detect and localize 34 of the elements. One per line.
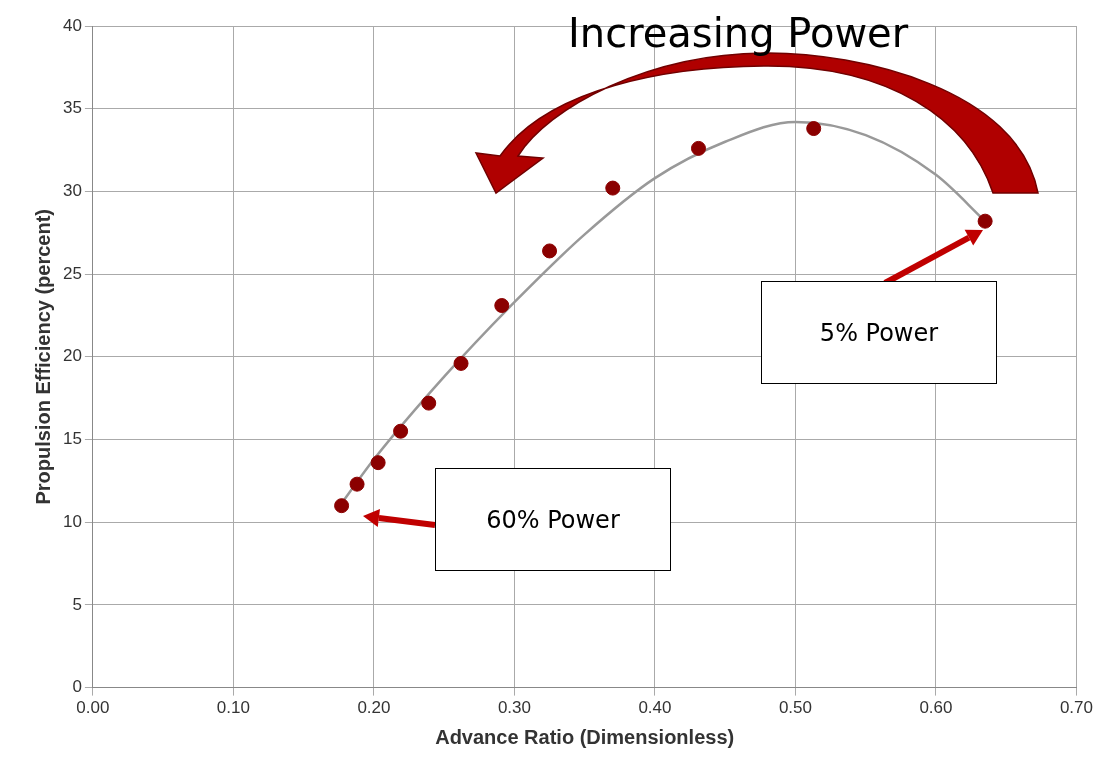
x-tick-label: 0.00 <box>76 698 110 718</box>
y-tick-label: 30 <box>62 181 82 201</box>
x-tick-label: 0.20 <box>357 698 391 718</box>
annotation: 60% Power <box>486 505 620 534</box>
point <box>421 395 437 411</box>
point <box>605 180 621 196</box>
x-tick-label: 0.10 <box>216 698 250 718</box>
y-axis-title: Propulsion Efficiency (percent) <box>31 209 54 505</box>
y-tick-label: 40 <box>62 15 82 35</box>
y-tick-label: 5 <box>72 594 82 614</box>
x-tick-label: 0.40 <box>638 698 672 718</box>
point <box>977 213 993 229</box>
point <box>542 243 558 259</box>
x-tick-label: 0.30 <box>497 698 531 718</box>
annotation: 5% Power <box>819 318 939 347</box>
annotation: Increasing Power <box>568 10 909 56</box>
point <box>806 121 822 137</box>
point <box>334 498 350 514</box>
point <box>453 355 469 371</box>
y-tick-label: 20 <box>62 346 82 366</box>
x-tick-label: 0.70 <box>1059 698 1093 718</box>
x-axis-title: Advance Ratio (Dimensionless) <box>435 725 735 748</box>
x-tick-label: 0.60 <box>919 698 953 718</box>
x-tick-label: 0.50 <box>778 698 812 718</box>
y-tick-label: 25 <box>62 263 82 283</box>
point <box>690 140 706 156</box>
point <box>370 455 386 471</box>
y-tick-label: 10 <box>62 511 82 531</box>
point <box>494 298 510 314</box>
point <box>393 423 409 439</box>
point <box>349 476 365 492</box>
y-tick-label: 35 <box>62 98 82 118</box>
y-tick-label: 15 <box>62 429 82 449</box>
y-tick-label: 0 <box>72 677 82 697</box>
